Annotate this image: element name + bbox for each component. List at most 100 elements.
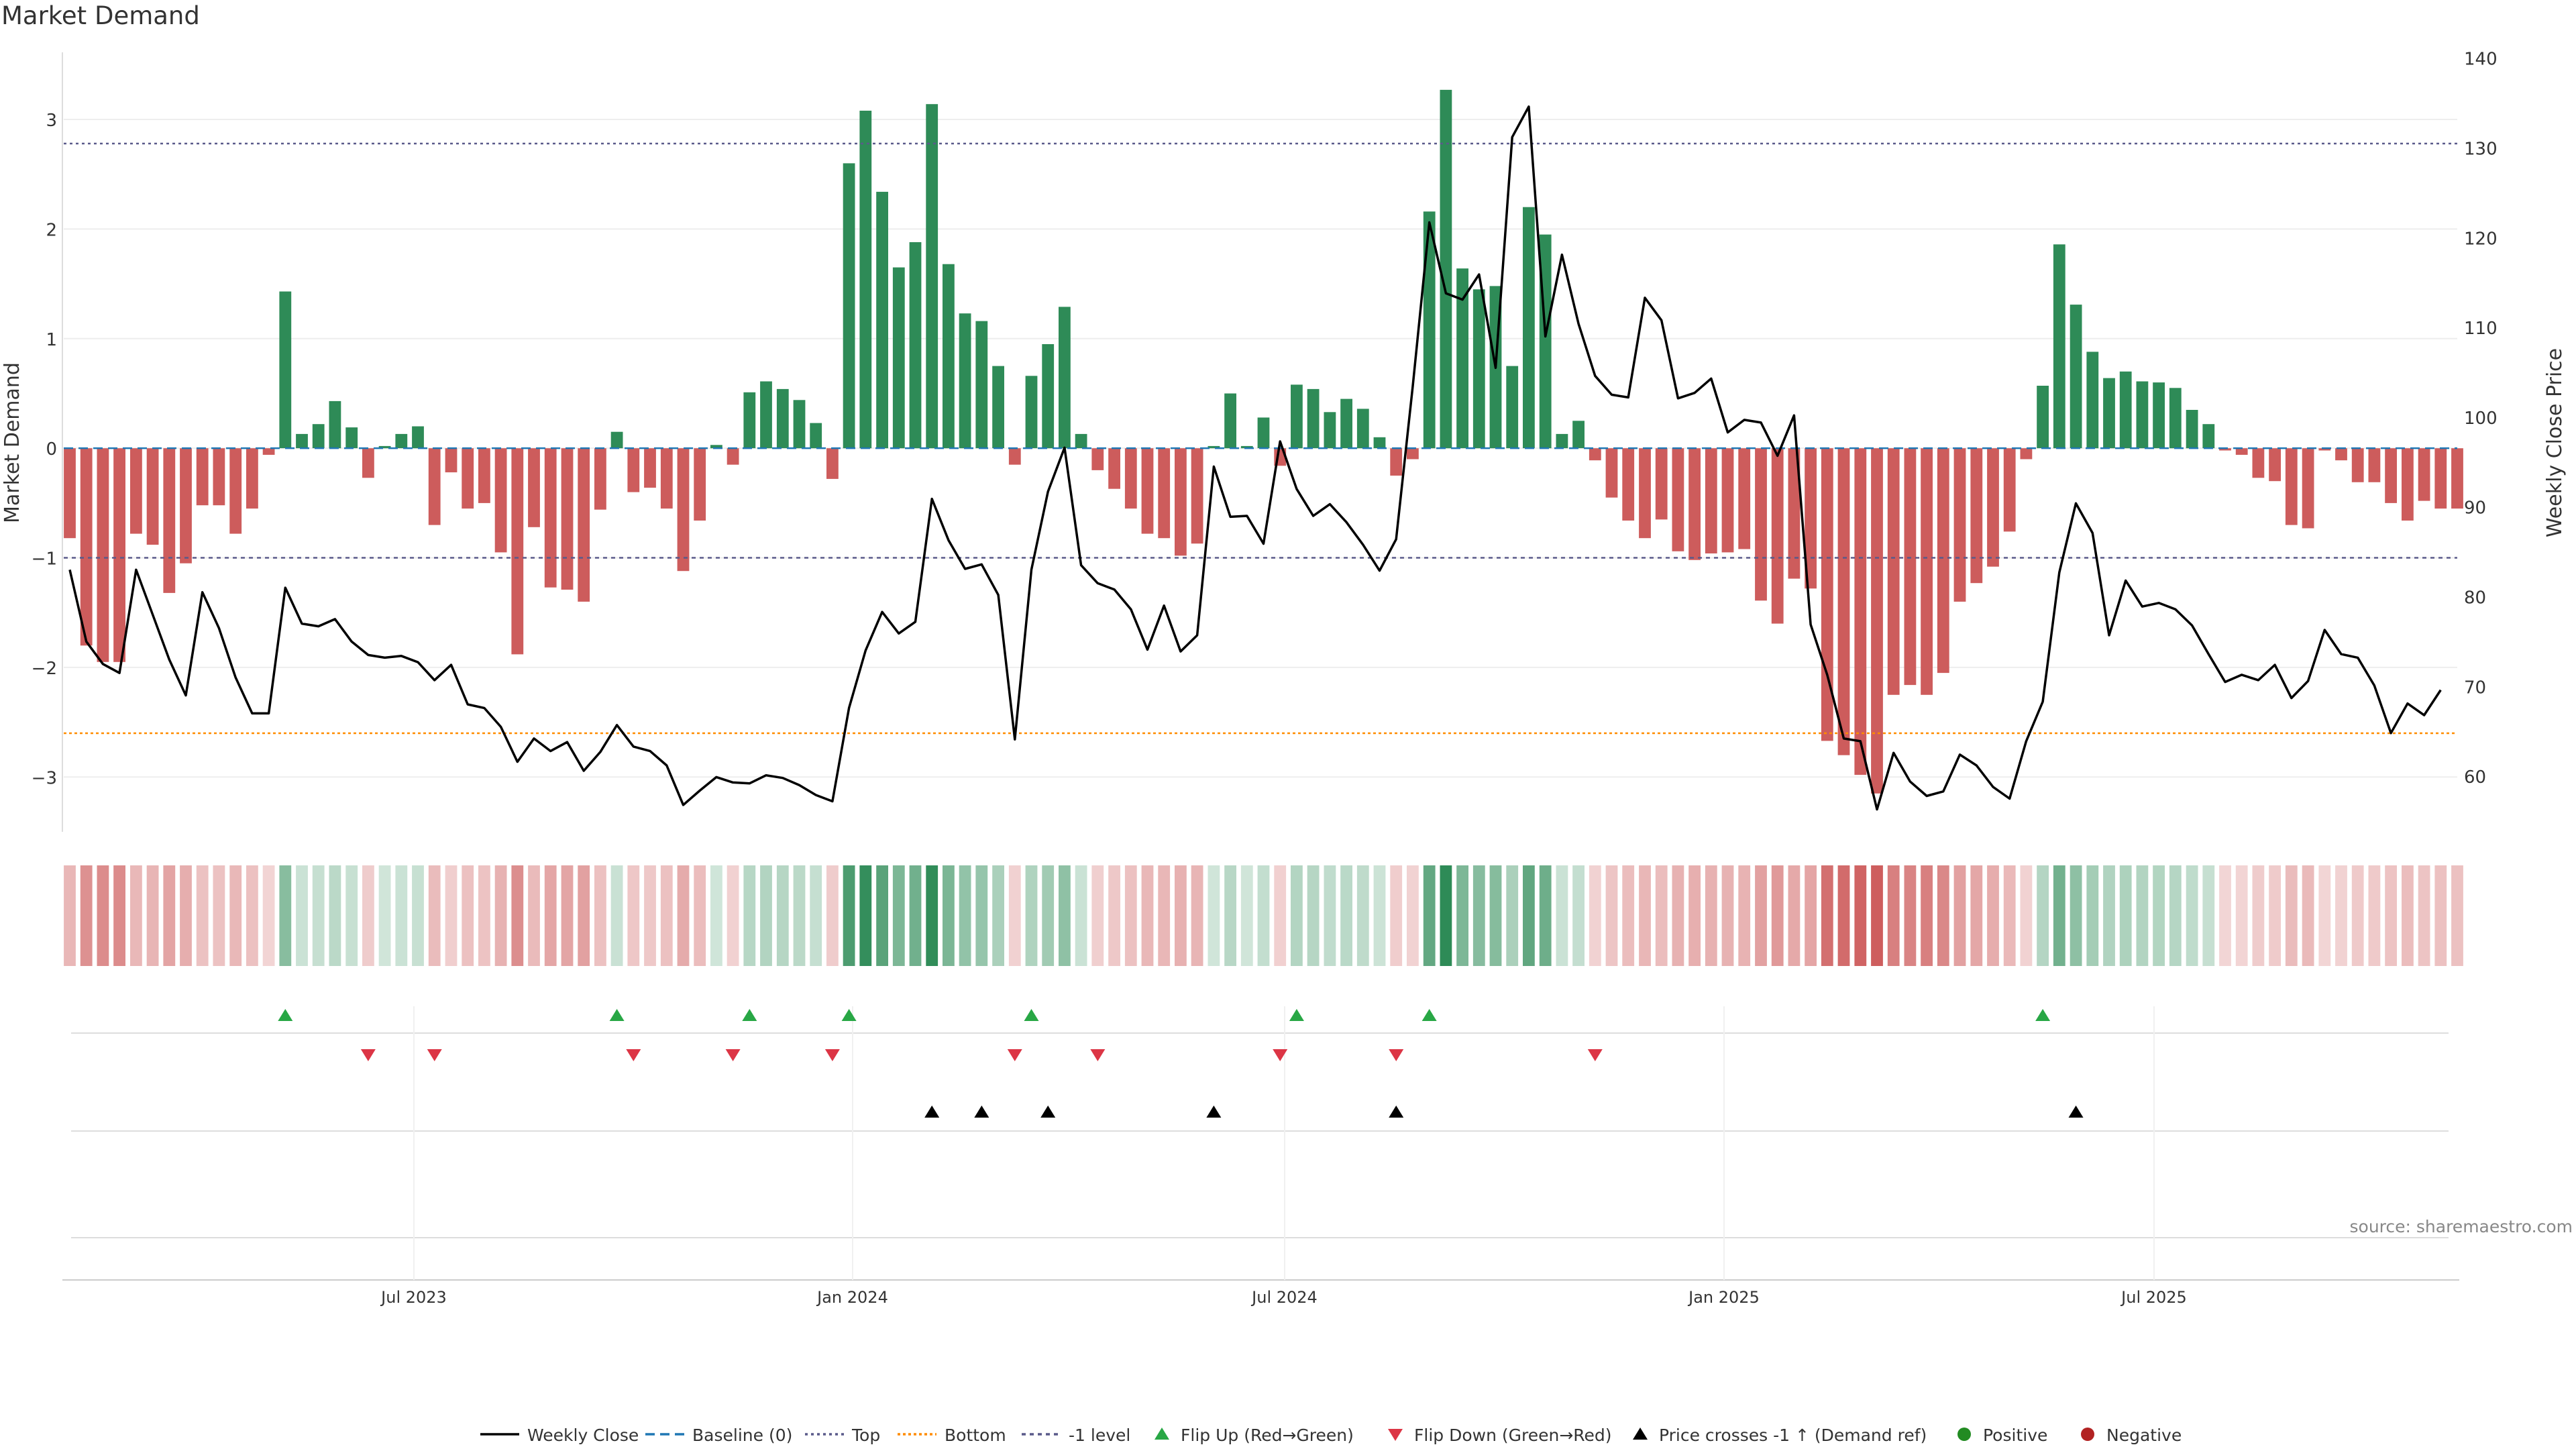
- heat-cell: [1059, 865, 1071, 966]
- demand-bar: [2252, 448, 2265, 478]
- heat-cell: [2252, 865, 2265, 966]
- demand-bar: [1987, 448, 1999, 567]
- demand-bar: [1240, 445, 1253, 449]
- y-left-tick-label: 2: [46, 220, 57, 240]
- demand-bar: [1340, 398, 1352, 449]
- heat-cell: [2169, 865, 2182, 966]
- heat-cell: [262, 865, 275, 966]
- demand-bar: [146, 448, 159, 545]
- demand-bar: [1373, 437, 1386, 449]
- demand-bar: [1025, 376, 1038, 449]
- heat-cell: [1307, 865, 1320, 966]
- heat-cell: [412, 865, 424, 966]
- demand-bar: [345, 427, 358, 449]
- demand-bar: [1655, 448, 1668, 520]
- heat-cell: [610, 865, 623, 966]
- heat-cell: [1191, 865, 1203, 966]
- demand-bar: [1904, 448, 1917, 686]
- heat-cell: [694, 865, 706, 966]
- x-tick-label: Jul 2024: [1250, 1288, 1318, 1307]
- demand-bar: [826, 448, 839, 479]
- demand-bar: [2003, 448, 2016, 532]
- demand-bar: [876, 191, 888, 449]
- legend-marker: [2081, 1428, 2094, 1441]
- demand-bar: [1472, 289, 1485, 449]
- demand-bar: [1091, 448, 1104, 470]
- heat-cell: [378, 865, 391, 966]
- demand-bar: [561, 448, 574, 590]
- demand-bar: [2302, 448, 2314, 529]
- heat-cell: [943, 865, 955, 966]
- heat-cell: [2119, 865, 2132, 966]
- demand-bar: [511, 448, 524, 655]
- heat-cell: [1340, 865, 1352, 966]
- demand-bar: [859, 111, 872, 449]
- demand-bar: [1805, 448, 1817, 589]
- demand-bar: [1390, 448, 1403, 476]
- heat-cell: [130, 865, 142, 966]
- demand-bar: [1108, 448, 1120, 489]
- demand-bar: [2269, 448, 2281, 482]
- heat-cell: [1755, 865, 1767, 966]
- heat-cell: [1887, 865, 1900, 966]
- heat-cell: [826, 865, 839, 966]
- demand-bar: [329, 400, 341, 449]
- heat-cell: [743, 865, 756, 966]
- flip-up-marker: [841, 1009, 857, 1021]
- heat-cell: [578, 865, 590, 966]
- heat-cell: [1373, 865, 1386, 966]
- demand-bar: [2086, 352, 2099, 449]
- demand-bar: [1191, 448, 1203, 544]
- heat-cell: [146, 865, 159, 966]
- y-left-tick-label: −2: [32, 659, 57, 679]
- heat-cell: [2103, 865, 2115, 966]
- heat-cell: [2186, 865, 2198, 966]
- demand-bar: [594, 448, 606, 510]
- demand-bar: [909, 242, 922, 449]
- heat-cell: [1921, 865, 1933, 966]
- heat-cell: [1572, 865, 1585, 966]
- legend-label: Flip Down (Green→Red): [1414, 1426, 1612, 1445]
- heat-cell: [926, 865, 938, 966]
- heat-cell: [1042, 865, 1055, 966]
- demand-bar: [1523, 207, 1535, 449]
- demand-bar: [1224, 393, 1236, 449]
- price-cross-marker: [1206, 1106, 1222, 1118]
- demand-bar: [1407, 448, 1419, 460]
- legend-label: Flip Up (Red→Green): [1181, 1426, 1354, 1445]
- y-right-tick-label: 120: [2464, 229, 2498, 249]
- demand-bar: [528, 448, 540, 527]
- flip-down-marker: [1273, 1049, 1288, 1061]
- heat-cell: [2053, 865, 2065, 966]
- heat-cell: [2402, 865, 2414, 966]
- heat-cell: [1291, 865, 1303, 966]
- heat-cell: [213, 865, 225, 966]
- legend-label: Weekly Close: [527, 1426, 639, 1445]
- demand-bar: [246, 448, 258, 509]
- price-cross-marker: [1389, 1106, 1404, 1118]
- heat-cell: [1837, 865, 1850, 966]
- demand-bar: [2402, 448, 2414, 521]
- heat-cell: [1622, 865, 1635, 966]
- heat-cell: [644, 865, 656, 966]
- x-tick-label: Jan 2024: [816, 1288, 888, 1307]
- x-tick-label: Jul 2025: [2120, 1288, 2187, 1307]
- demand-bar: [2335, 448, 2347, 461]
- legend-marker: [1155, 1428, 1169, 1440]
- demand-bar: [196, 448, 209, 506]
- heat-cell: [1771, 865, 1784, 966]
- demand-bar: [743, 392, 756, 449]
- heat-cell: [859, 865, 872, 966]
- heat-cell: [2070, 865, 2082, 966]
- demand-bar: [2202, 424, 2215, 449]
- demand-bar: [229, 448, 242, 534]
- heat-cell: [64, 865, 76, 966]
- heat-cell: [1108, 865, 1120, 966]
- heat-cell: [1175, 865, 1187, 966]
- heat-cell: [279, 865, 292, 966]
- flip-up-marker: [1421, 1009, 1437, 1021]
- heat-cell: [1075, 865, 1087, 966]
- demand-bar: [627, 448, 640, 492]
- demand-bar: [1008, 448, 1021, 465]
- heat-cell: [2003, 865, 2016, 966]
